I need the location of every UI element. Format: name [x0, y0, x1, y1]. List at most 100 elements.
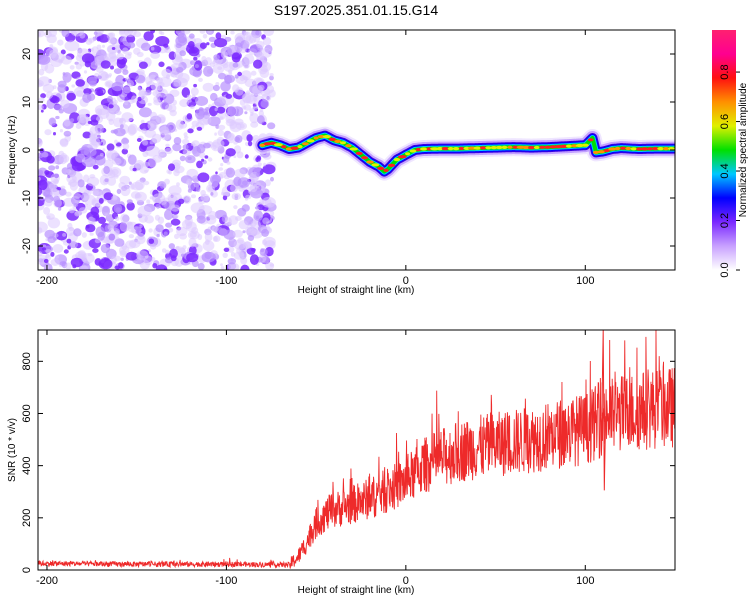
noise-blob: [170, 218, 181, 226]
ridge-hotspot: [415, 148, 422, 152]
ridge-hotspot: [334, 139, 342, 143]
noise-blob: [190, 194, 197, 199]
noise-blob: [216, 106, 226, 114]
noise-blob: [86, 176, 100, 187]
noise-blob: [175, 43, 182, 49]
noise-blob: [168, 185, 182, 196]
noise-blob: [90, 206, 100, 216]
noise-blob: [143, 180, 150, 186]
noise-blob: [262, 37, 272, 46]
noise-blob: [70, 257, 84, 268]
noise-blob: [38, 169, 44, 176]
noise-blob: [186, 178, 192, 186]
ridge-hotspot: [317, 135, 326, 139]
ridge-hotspot: [328, 137, 336, 141]
noise-blob: [65, 262, 72, 270]
noise-blob: [85, 38, 93, 45]
snr-panel: -200 -100 0 100 0 200 400 600 800 Height of str…: [7, 329, 676, 596]
ridge-hotspot: [533, 145, 540, 150]
noise-blob: [141, 128, 147, 134]
ridge-hotspot: [281, 145, 287, 149]
noise-blob: [150, 51, 161, 59]
noise-blob: [225, 167, 236, 178]
noise-blob: [231, 192, 241, 201]
noise-blob: [138, 61, 148, 69]
noise-blob: [158, 30, 163, 35]
noise-blob: [164, 209, 173, 221]
noise-blob: [264, 179, 271, 187]
noise-blob: [193, 56, 198, 61]
noise-blob: [190, 142, 196, 147]
ridge-hotspot: [501, 145, 508, 149]
noise-blob: [262, 164, 276, 175]
noise-blob: [186, 94, 192, 99]
noise-blob: [48, 165, 56, 171]
noise-blob: [249, 183, 258, 193]
noise-blob: [262, 217, 270, 225]
noise-blob: [96, 44, 102, 50]
spectrogram-x-axis-title: Height of straight line (km): [298, 285, 415, 296]
noise-blob: [140, 119, 145, 125]
noise-blob: [98, 216, 106, 224]
noise-blob: [224, 75, 233, 85]
noise-blob: [113, 68, 122, 74]
noise-blob: [220, 163, 224, 167]
snr-x-ticks: -200 -100 0 100: [36, 330, 594, 587]
noise-blob: [71, 84, 75, 88]
noise-blob: [68, 241, 79, 249]
noise-blob: [127, 51, 132, 56]
noise-blob: [207, 30, 213, 34]
noise-blob: [91, 217, 96, 222]
noise-blob: [43, 199, 53, 207]
noise-blob: [117, 94, 125, 103]
noise-blob: [174, 233, 180, 240]
ridge-hotspot: [339, 141, 347, 145]
noise-blob: [47, 217, 61, 229]
noise-blob: [57, 207, 62, 211]
y-tick-label: 0: [21, 567, 33, 573]
noise-blob: [78, 207, 88, 214]
noise-blob: [149, 74, 157, 82]
x-tick-label: 100: [576, 575, 594, 587]
noise-blob: [183, 132, 188, 137]
colorbar-tick-label: 0.6: [719, 114, 731, 129]
noise-blob: [257, 162, 262, 167]
noise-blob: [125, 77, 131, 82]
ridge-hotspot: [636, 147, 643, 151]
noise-blob: [244, 154, 249, 159]
noise-blob: [165, 222, 173, 228]
noise-blob: [81, 156, 97, 168]
ridge-hotspot: [668, 147, 675, 151]
noise-blob: [173, 137, 182, 145]
noise-blob: [250, 70, 257, 76]
noise-blob: [81, 53, 95, 64]
noise-blob: [218, 167, 224, 171]
noise-blob: [107, 224, 114, 230]
noise-blob: [227, 105, 238, 117]
noise-blob: [150, 123, 155, 128]
noise-blob: [232, 229, 243, 238]
noise-blob: [155, 203, 161, 209]
colorbar-tick-label: 0.4: [719, 163, 731, 178]
noise-blob: [49, 44, 54, 48]
noise-blob: [48, 117, 57, 126]
noise-blob: [121, 137, 130, 145]
noise-blob: [219, 96, 224, 100]
noise-blob: [201, 251, 216, 263]
ridge-hotspot: [592, 150, 600, 154]
noise-blob: [40, 93, 46, 99]
ridge-hotspot: [426, 147, 432, 151]
noise-blob: [230, 251, 236, 257]
noise-blob: [138, 88, 146, 97]
noise-blob: [164, 178, 170, 185]
ridge-hotspot: [420, 147, 428, 151]
ridge-hotspot: [512, 145, 519, 149]
noise-blob: [93, 31, 98, 35]
noise-blob: [261, 196, 276, 208]
noise-blob: [82, 131, 92, 139]
noise-blob: [135, 74, 146, 84]
noise-blob: [219, 116, 224, 120]
noise-blob: [176, 226, 188, 237]
noise-blob: [106, 149, 119, 159]
x-tick-label: 0: [403, 575, 409, 587]
